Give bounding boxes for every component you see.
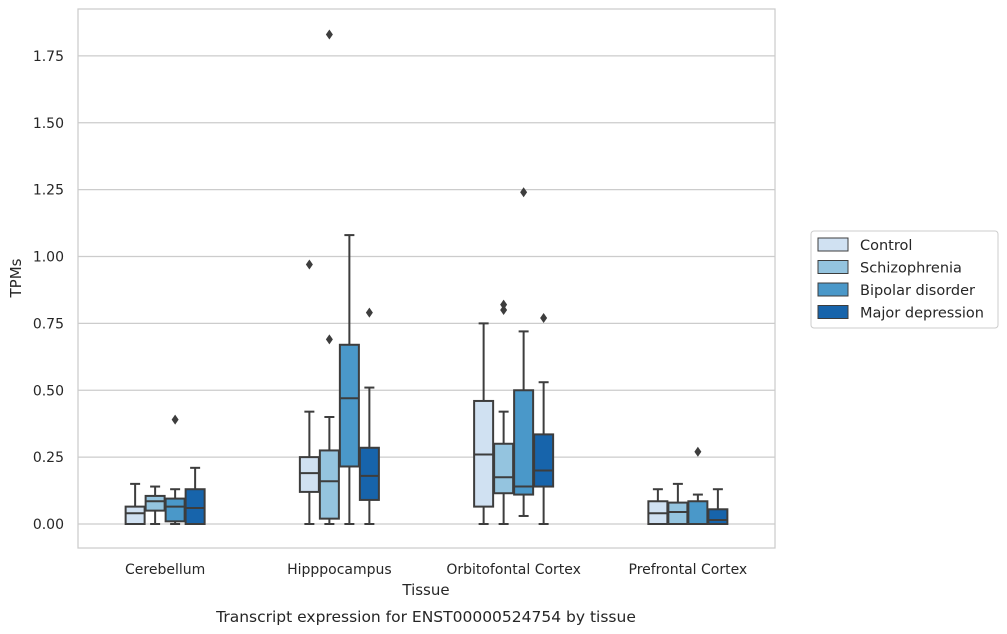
y-tick-label: 0.00 xyxy=(33,517,64,533)
x-tick-label: Orbitofontal Cortex xyxy=(446,562,581,578)
legend-item: Control xyxy=(817,237,912,254)
outlier-point xyxy=(325,29,333,40)
legend-label: Schizophrenia xyxy=(860,261,962,277)
box xyxy=(473,322,495,525)
outlier-point xyxy=(305,259,313,270)
outlier-point xyxy=(500,299,508,310)
box xyxy=(513,187,535,517)
outlier-point xyxy=(325,334,333,345)
outlier-point xyxy=(365,307,373,318)
y-tick-label: 0.75 xyxy=(33,316,64,332)
x-axis-label: Tissue xyxy=(401,581,449,599)
series-schizophrenia xyxy=(144,29,689,526)
box-body xyxy=(533,433,555,488)
box-series xyxy=(124,29,729,526)
legend-swatch xyxy=(817,305,849,319)
box-body xyxy=(707,508,729,526)
y-tick-label: 0.50 xyxy=(33,383,64,399)
y-tick-label: 1.50 xyxy=(33,116,64,132)
box-body xyxy=(358,446,380,501)
legend-swatch xyxy=(817,237,849,252)
y-tick-label: 1.00 xyxy=(33,250,64,266)
y-tick-labels: 0.00 0.25 0.50 0.75 1.00 1.25 1.50 1.75 xyxy=(33,49,64,533)
box xyxy=(358,307,380,525)
box-body xyxy=(493,442,515,495)
box xyxy=(533,313,555,525)
box-body xyxy=(338,343,360,468)
box-body xyxy=(184,488,206,526)
y-tick-label: 0.25 xyxy=(33,450,64,466)
legend-frame xyxy=(810,230,999,329)
plot-area-frame xyxy=(77,8,776,549)
x-tick-labels: Cerebellum Hipppocampus Orbitofontal Corte… xyxy=(125,562,747,578)
outlier-point xyxy=(540,313,548,324)
box-body xyxy=(298,456,320,493)
legend: Control Schizophrenia Bipolar disorder Majo… xyxy=(810,230,999,329)
box xyxy=(647,488,669,526)
box xyxy=(687,446,709,526)
outlier-point xyxy=(520,187,528,198)
series-control xyxy=(124,259,669,526)
legend-label: Major depression xyxy=(860,306,984,322)
legend-label: Control xyxy=(860,238,912,254)
box xyxy=(184,466,206,526)
box xyxy=(338,234,360,525)
box-body xyxy=(513,389,535,496)
box xyxy=(667,482,689,526)
x-tick-label: Hipppocampus xyxy=(287,562,392,578)
legend-swatch xyxy=(817,260,849,274)
box-body xyxy=(124,505,146,525)
y-tick-label: 1.75 xyxy=(33,49,64,65)
y-axis-label: TPMs xyxy=(7,258,25,298)
x-tick-label: Cerebellum xyxy=(125,562,205,578)
box-body xyxy=(318,449,340,520)
box xyxy=(493,299,515,525)
box-body xyxy=(144,494,166,512)
legend-item: Bipolar disorder xyxy=(817,282,975,299)
chart-caption: Transcript expression for ENST0000052475… xyxy=(215,608,636,626)
outlier-point xyxy=(500,305,508,315)
box-body xyxy=(164,497,186,523)
legend-item: Major depression xyxy=(817,305,984,322)
series-bipolar-disorder xyxy=(164,187,709,526)
box xyxy=(144,485,166,525)
x-tick-label: Prefrontal Cortex xyxy=(629,562,748,578)
legend-item: Schizophrenia xyxy=(817,260,962,277)
y-gridlines xyxy=(78,55,775,525)
box-body xyxy=(687,500,709,526)
box xyxy=(164,414,186,525)
series-major-depression xyxy=(184,307,729,526)
legend-swatch xyxy=(817,282,849,297)
box xyxy=(124,482,146,525)
box xyxy=(298,259,320,525)
y-tick-label: 1.25 xyxy=(33,183,64,199)
box-body xyxy=(667,501,689,526)
legend-label: Bipolar disorder xyxy=(860,283,975,299)
outlier-point xyxy=(694,446,702,457)
outlier-point xyxy=(171,414,179,425)
box xyxy=(707,488,729,526)
box xyxy=(318,29,340,525)
